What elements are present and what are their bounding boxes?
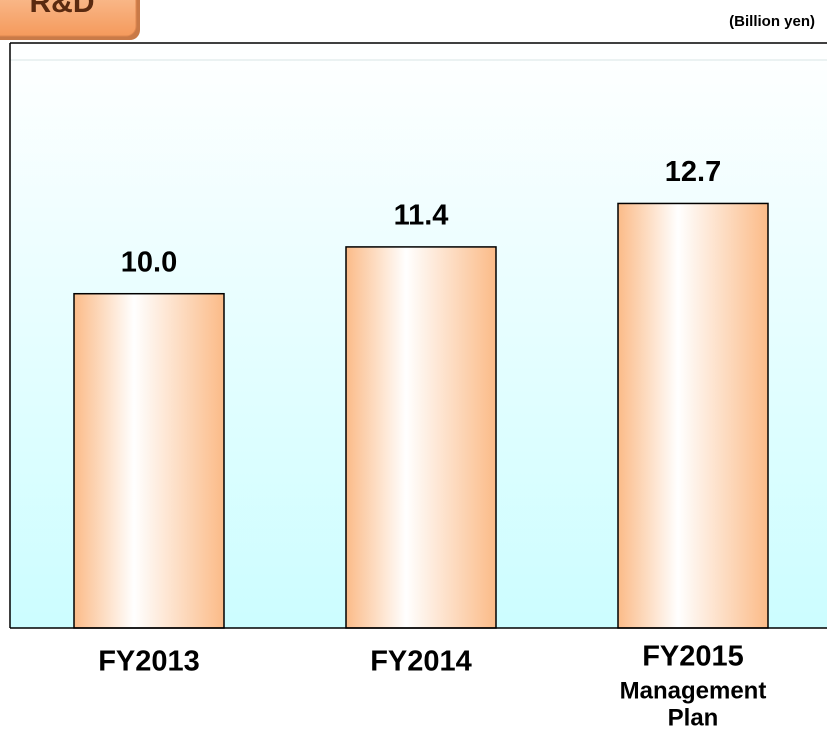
title-badge: R&D [0,0,140,40]
bar [617,202,769,629]
x-tick-label: FY2014 [370,646,472,678]
x-tick-label: FY2015 [642,641,744,673]
category-note: Plan [668,704,719,731]
category-note: Management [620,677,767,704]
unit-label: (Billion yen) [729,13,815,30]
badge [0,0,137,37]
value-label: 12.7 [665,156,721,188]
x-tick-label: FY2013 [98,646,200,678]
value-label: 10.0 [121,246,177,278]
bar [345,246,497,629]
chart-title: R&D [30,0,95,19]
value-label: 11.4 [394,200,449,232]
bar [73,292,225,629]
